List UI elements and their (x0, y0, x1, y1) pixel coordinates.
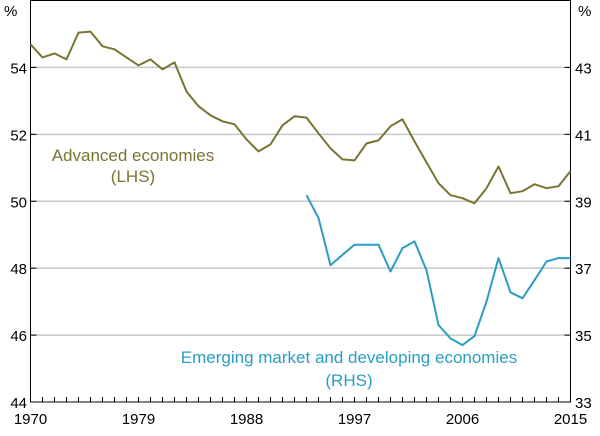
right-tick-label: 33 (575, 395, 592, 412)
left-tick-label: 54 (10, 60, 27, 77)
right-tick-label: 41 (575, 127, 592, 144)
left-tick-label: 52 (10, 127, 27, 144)
left-tick-label: 48 (10, 261, 27, 278)
right-tick-label: 37 (575, 261, 592, 278)
right-axis: 43 41 39 37 35 33 (565, 60, 592, 412)
x-tick-label: 1979 (122, 411, 155, 428)
left-tick-label: 44 (10, 395, 27, 412)
x-tick-label: 1997 (338, 411, 371, 428)
gridlines (31, 67, 571, 335)
right-tick-label: 35 (575, 328, 592, 345)
x-tick-label: 1970 (14, 411, 47, 428)
right-tick-label: 39 (575, 194, 592, 211)
legend-advanced-axis: (LHS) (111, 167, 155, 186)
legend-emerging-axis: (RHS) (325, 371, 372, 390)
right-tick-label: 43 (575, 60, 592, 77)
emerging-economies-line (307, 195, 571, 345)
series-lines (30, 32, 570, 346)
legend-advanced-name: Advanced economies (52, 146, 215, 165)
right-unit-label: % (578, 3, 591, 20)
legend-emerging-name: Emerging market and developing economies (181, 348, 517, 367)
left-axis: 54 52 50 48 46 44 (10, 60, 36, 412)
left-tick-label: 50 (10, 194, 27, 211)
x-tick-label: 1988 (230, 411, 263, 428)
x-tick-label: 2015 (554, 411, 587, 428)
x-tick-label: 2006 (446, 411, 479, 428)
left-unit-label: % (4, 3, 17, 20)
left-tick-label: 46 (10, 328, 27, 345)
